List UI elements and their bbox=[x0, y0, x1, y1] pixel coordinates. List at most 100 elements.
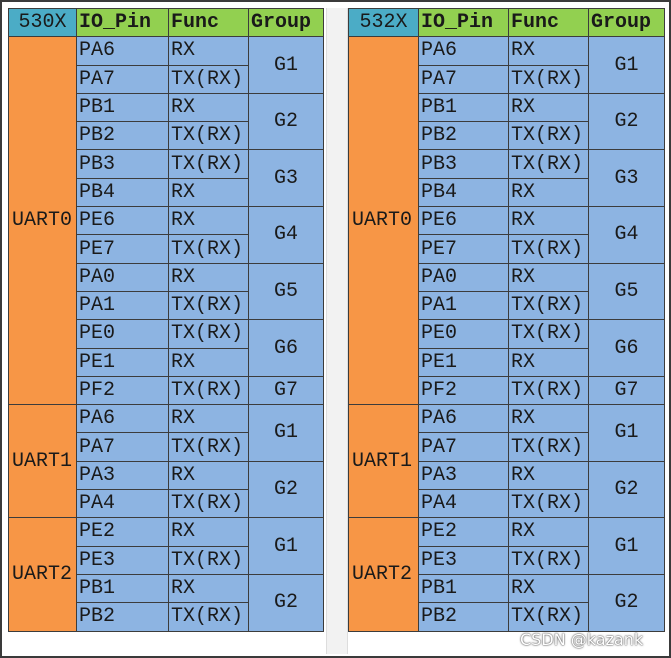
pin-row: PA7 TX(RX) bbox=[349, 64, 665, 94]
pin-cell: PE7 bbox=[418, 234, 509, 264]
pin-row: PA0 RX G5 bbox=[9, 262, 324, 321]
pin-cell: PF2 bbox=[418, 375, 509, 406]
pin-cell: PE2 bbox=[76, 517, 169, 547]
func-cell: TX(RX) bbox=[508, 375, 589, 406]
pin-row: PB1 RX G2 bbox=[349, 92, 665, 151]
pin-row: UART2 PE2 RX G1 bbox=[348, 517, 665, 632]
pin-row: PA7 TX(RX) bbox=[9, 64, 324, 94]
uart-cell: UART2 bbox=[8, 517, 77, 632]
pin-cell: PA0 bbox=[418, 262, 509, 292]
func-cell: TX(RX) bbox=[508, 121, 589, 151]
func-cell: RX bbox=[168, 206, 249, 236]
pin-cell: PA3 bbox=[418, 460, 509, 491]
pin-row: PE3 TX(RX) bbox=[9, 545, 324, 575]
pin-row: PB3 TX(RX) G3 bbox=[9, 149, 324, 208]
gap bbox=[326, 8, 348, 654]
pin-cell: PE0 bbox=[76, 319, 169, 349]
pin-cell: PA6 bbox=[418, 36, 509, 66]
func-cell: TX(RX) bbox=[508, 489, 589, 519]
group-cell: G1 bbox=[248, 404, 324, 462]
pin-cell: PA7 bbox=[418, 432, 509, 462]
watermark: CSDN @kazank bbox=[520, 630, 644, 649]
func-cell: RX bbox=[168, 404, 249, 434]
func-cell: TX(RX) bbox=[168, 290, 249, 321]
pin-row: PA7 TX(RX) bbox=[349, 432, 665, 462]
pin-row: PA4 TX(RX) bbox=[349, 489, 665, 519]
pin-row: UART2 PE2 RX G1 bbox=[8, 517, 324, 632]
func-cell: RX bbox=[168, 347, 249, 377]
pin-row: PB4 RX bbox=[349, 177, 665, 208]
pin-row: PB2 TX(RX) bbox=[349, 602, 665, 632]
func-cell: TX(RX) bbox=[508, 64, 589, 94]
pin-row: PE7 TX(RX) bbox=[349, 234, 665, 264]
group-cell: G4 bbox=[248, 206, 324, 264]
pin-cell: PA7 bbox=[76, 64, 169, 94]
pin-row: PB1 RX G2 bbox=[349, 573, 665, 632]
func-cell: TX(RX) bbox=[508, 234, 589, 264]
pin-row: PB2 TX(RX) bbox=[9, 121, 324, 151]
pin-cell: PB4 bbox=[418, 177, 509, 208]
uart-cell: UART0 bbox=[8, 36, 77, 406]
pin-cell: PB3 bbox=[418, 149, 509, 179]
pin-cell: PE3 bbox=[418, 545, 509, 575]
func-cell: RX bbox=[508, 404, 589, 434]
pin-cell: PB1 bbox=[418, 573, 509, 604]
uart-cell: UART1 bbox=[348, 404, 419, 519]
func-cell: RX bbox=[168, 517, 249, 547]
func-cell: TX(RX) bbox=[168, 375, 249, 406]
pin-row: UART0 PA6 RX G1 bbox=[348, 36, 665, 406]
pin-cell: PB1 bbox=[76, 92, 169, 123]
pin-cell: PE2 bbox=[418, 517, 509, 547]
pin-cell: PB4 bbox=[76, 177, 169, 208]
func-cell: TX(RX) bbox=[168, 319, 249, 349]
pin-cell: PB2 bbox=[76, 602, 169, 632]
pin-row: PF2 TX(RX) G7 bbox=[349, 375, 665, 406]
group-cell: G1 bbox=[588, 36, 665, 94]
uart-cell: UART0 bbox=[348, 36, 419, 406]
group-cell: G1 bbox=[248, 36, 324, 94]
func-cell: RX bbox=[168, 92, 249, 123]
pin-cell: PB2 bbox=[76, 121, 169, 151]
group-cell: G2 bbox=[248, 460, 324, 519]
group-cell: G7 bbox=[588, 375, 665, 406]
func-cell: TX(RX) bbox=[508, 545, 589, 575]
pin-row: PE3 TX(RX) bbox=[349, 545, 665, 575]
pin-cell: PE0 bbox=[418, 319, 509, 349]
pin-row: PE6 RX G4 bbox=[9, 206, 324, 264]
pin-row: PA0 RX G5 bbox=[349, 262, 665, 321]
header-cell: IO_Pin bbox=[418, 7, 509, 38]
pin-cell: PB2 bbox=[418, 121, 509, 151]
func-cell: TX(RX) bbox=[508, 432, 589, 462]
func-cell: TX(RX) bbox=[168, 149, 249, 179]
pin-cell: PE1 bbox=[76, 347, 169, 377]
group-cell: G6 bbox=[588, 319, 665, 377]
group-cell: G5 bbox=[248, 262, 324, 321]
group-cell: G7 bbox=[248, 375, 324, 406]
pin-cell: PA6 bbox=[76, 404, 169, 434]
pin-row: UART1 PA6 RX G1 bbox=[348, 404, 665, 519]
func-cell: TX(RX) bbox=[168, 121, 249, 151]
pin-row: UART1 PA6 RX G1 bbox=[8, 404, 324, 519]
pin-row: PA1 TX(RX) bbox=[9, 290, 324, 321]
pin-cell: PA1 bbox=[76, 290, 169, 321]
header-cell: Func bbox=[508, 7, 589, 38]
pin-cell: PE7 bbox=[76, 234, 169, 264]
func-cell: RX bbox=[508, 36, 589, 66]
pin-cell: PE1 bbox=[418, 347, 509, 377]
func-cell: TX(RX) bbox=[508, 319, 589, 349]
pin-row: PA4 TX(RX) bbox=[9, 489, 324, 519]
header-row: 532X IO_Pin Func Group bbox=[348, 7, 665, 38]
func-cell: RX bbox=[508, 573, 589, 604]
pin-cell: PA7 bbox=[76, 432, 169, 462]
group-cell: G1 bbox=[588, 517, 665, 575]
pin-cell: PB3 bbox=[76, 149, 169, 179]
func-cell: TX(RX) bbox=[508, 602, 589, 632]
pin-cell: PE6 bbox=[418, 206, 509, 236]
header-cell: IO_Pin bbox=[76, 7, 169, 38]
pin-row: PA1 TX(RX) bbox=[349, 290, 665, 321]
pin-table: 530X IO_Pin Func Group UART0 PA6 RX G1 PA7 TX(RX)… bbox=[8, 7, 324, 632]
group-cell: G2 bbox=[588, 92, 665, 151]
pin-row: PE0 TX(RX) G6 bbox=[9, 319, 324, 377]
pin-table: 532X IO_Pin Func Group UART0 PA6 RX G1 PA7 TX(RX)… bbox=[348, 7, 665, 632]
func-cell: RX bbox=[508, 177, 589, 208]
